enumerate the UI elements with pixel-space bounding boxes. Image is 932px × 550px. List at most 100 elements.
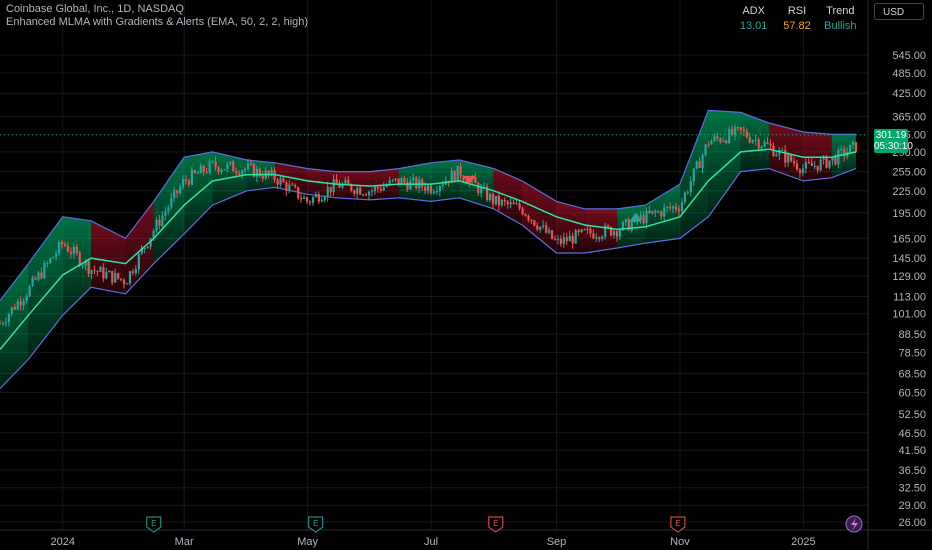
candle-body <box>187 180 191 185</box>
time-axis-labels: 2024 Mar May Jul Sep Nov 2025 <box>50 536 815 548</box>
candle-body <box>270 170 273 175</box>
earnings-shield-icon <box>670 516 686 533</box>
candle-body <box>509 202 512 205</box>
candle-body <box>308 201 312 203</box>
earnings-label: E <box>675 519 680 528</box>
candle-body <box>450 170 453 183</box>
ma-line <box>0 148 857 350</box>
candle-body <box>37 272 40 280</box>
candle-body <box>143 248 146 250</box>
candle-body <box>69 251 73 254</box>
candle-body <box>707 144 710 146</box>
candle-body <box>25 296 28 301</box>
candle-body <box>686 192 689 194</box>
candle-body <box>459 165 462 177</box>
candle-body <box>601 236 604 239</box>
earnings-label: E <box>151 519 156 528</box>
candle-body <box>223 169 226 171</box>
candle-body <box>810 162 813 166</box>
candle-body <box>220 169 223 173</box>
y-tick-label: 101.00 <box>892 309 926 321</box>
y-tick-label: 365.00 <box>892 112 926 124</box>
last-price-badge: 301.19 05:30:10 <box>874 129 913 153</box>
candle-body <box>190 170 194 185</box>
candle-body <box>497 195 501 206</box>
candle-body <box>323 196 326 200</box>
candle-body <box>666 206 669 208</box>
stat-value-rsi: 57.82 <box>783 20 811 32</box>
stat-header-trend: Trend <box>826 5 855 17</box>
candle-body <box>303 197 306 199</box>
sell-signal-marker <box>463 175 476 185</box>
candle-body <box>474 176 477 184</box>
candle-body <box>155 219 158 231</box>
candle-body <box>87 260 90 274</box>
candle-body <box>790 154 793 162</box>
candle-body <box>19 301 22 306</box>
y-tick-label: 255.00 <box>892 167 926 179</box>
y-tick-label: 78.50 <box>898 347 926 359</box>
candle-body <box>539 226 542 230</box>
candle-body <box>344 179 347 184</box>
candle-body <box>438 186 442 192</box>
candle-body <box>28 285 31 297</box>
candle-body <box>660 211 663 217</box>
candle-body <box>834 156 837 165</box>
stat-value-trend: Bullish <box>824 20 857 32</box>
candle-body <box>22 300 25 306</box>
candle-body <box>146 246 149 249</box>
candle-body <box>249 163 253 165</box>
candle-body <box>4 322 8 324</box>
candle-body <box>701 154 704 168</box>
x-tick-label: Sep <box>547 536 567 548</box>
candle-body <box>102 267 105 279</box>
candle-body <box>329 186 332 193</box>
candle-body <box>229 161 232 164</box>
candle-body <box>527 215 530 220</box>
stat-header-row: ADX RSI Trend <box>732 4 862 19</box>
candle-body <box>40 272 43 279</box>
candle-body <box>122 279 126 285</box>
band-fill-segment <box>275 162 308 195</box>
candle-body <box>246 163 250 169</box>
candle-body <box>586 228 589 230</box>
candle-body <box>692 168 695 182</box>
candle-body <box>294 185 297 188</box>
y-tick-label: 60.50 <box>898 387 926 399</box>
candle-body <box>568 235 571 242</box>
lightning-icon[interactable] <box>845 515 863 533</box>
candle-body <box>63 244 67 246</box>
candle-body <box>167 207 170 212</box>
candle-body <box>34 277 37 280</box>
candle-body <box>671 206 675 209</box>
indicator-line: Enhanced MLMA with Gradients & Alerts (E… <box>6 16 309 28</box>
candle-body <box>784 149 787 163</box>
candle-body <box>353 190 356 194</box>
candle-body <box>598 237 601 239</box>
candle-body <box>241 170 244 175</box>
currency-button[interactable]: USD <box>874 3 924 20</box>
candle-body <box>663 207 666 217</box>
candle-body <box>521 208 524 215</box>
candle-body <box>267 170 270 175</box>
candle-body <box>78 252 81 266</box>
candle-body <box>710 140 713 145</box>
candle-body <box>654 210 657 213</box>
y-tick-label: 29.00 <box>898 500 926 512</box>
candle-body <box>55 253 58 257</box>
x-tick-label: Mar <box>175 536 194 548</box>
candle-body <box>385 185 388 187</box>
candle-body <box>559 238 563 244</box>
candle-body <box>831 156 834 161</box>
x-tick-label: Nov <box>670 536 690 548</box>
candle-body <box>232 161 235 172</box>
x-tick-label: 2024 <box>50 536 74 548</box>
x-tick-label: Jul <box>424 536 438 548</box>
candle-body <box>429 185 433 194</box>
candle-body <box>642 215 645 224</box>
candle-body <box>822 156 825 160</box>
candle-body <box>261 175 264 179</box>
candle-body <box>751 140 754 143</box>
candle-body <box>589 228 592 234</box>
